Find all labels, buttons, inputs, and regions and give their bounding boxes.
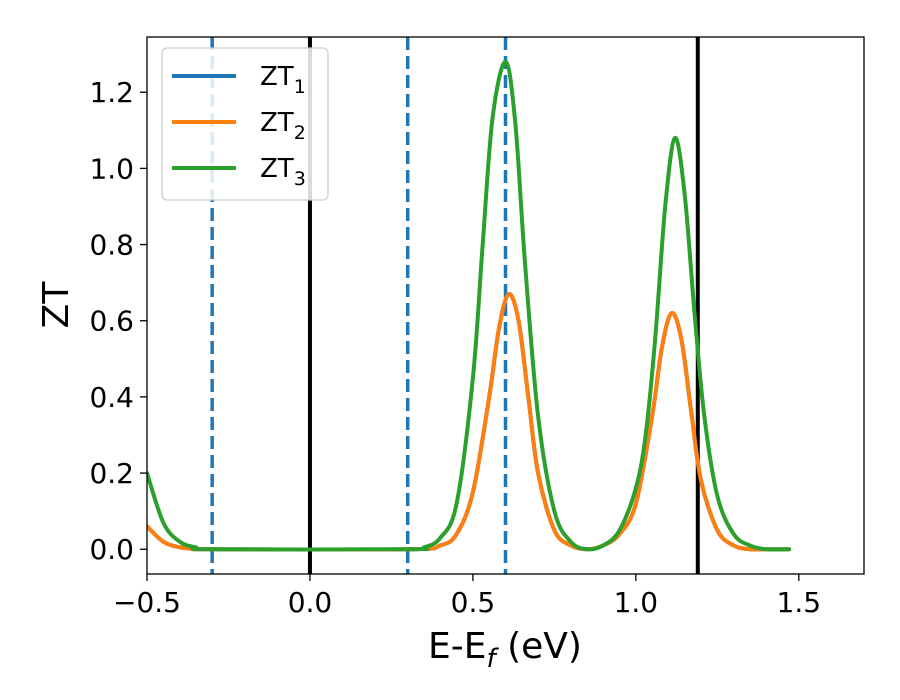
x-tick-label: −0.5	[113, 586, 181, 619]
x-tick-label: 1.0	[614, 586, 659, 619]
y-axis-title: ZT	[36, 281, 77, 329]
x-tick-label: 1.5	[777, 586, 822, 619]
y-tick-label: 0.0	[89, 533, 134, 566]
y-tick-label: 1.0	[89, 152, 134, 185]
y-tick-label: 0.6	[89, 305, 134, 338]
y-tick-label: 0.2	[89, 457, 134, 490]
x-axis-title-unit: (eV)	[496, 626, 582, 667]
legend-label-2: ZT2	[260, 108, 306, 144]
y-axis: 0.0 0.2 0.4 0.6 0.8 1.0 1.2	[89, 76, 147, 566]
x-axis-title: E-Ef (eV)	[428, 626, 582, 674]
y-tick-label: 0.4	[89, 381, 134, 414]
x-tick-label: 0.5	[451, 586, 496, 619]
y-tick-label: 0.8	[89, 229, 134, 262]
legend-label-3: ZT3	[260, 154, 306, 190]
plot-frame	[146, 36, 865, 575]
legend-label-1: ZT1	[260, 62, 306, 98]
series-lines	[147, 59, 792, 552]
x-axis: −0.5 0.0 0.5 1.0 1.5	[113, 574, 821, 619]
series-line-3	[147, 59, 792, 552]
legend: ZT1 ZT2 ZT3	[161, 47, 329, 201]
x-tick-label: 0.0	[288, 586, 333, 619]
legend-box	[161, 47, 329, 201]
y-tick-label: 1.2	[89, 76, 134, 109]
